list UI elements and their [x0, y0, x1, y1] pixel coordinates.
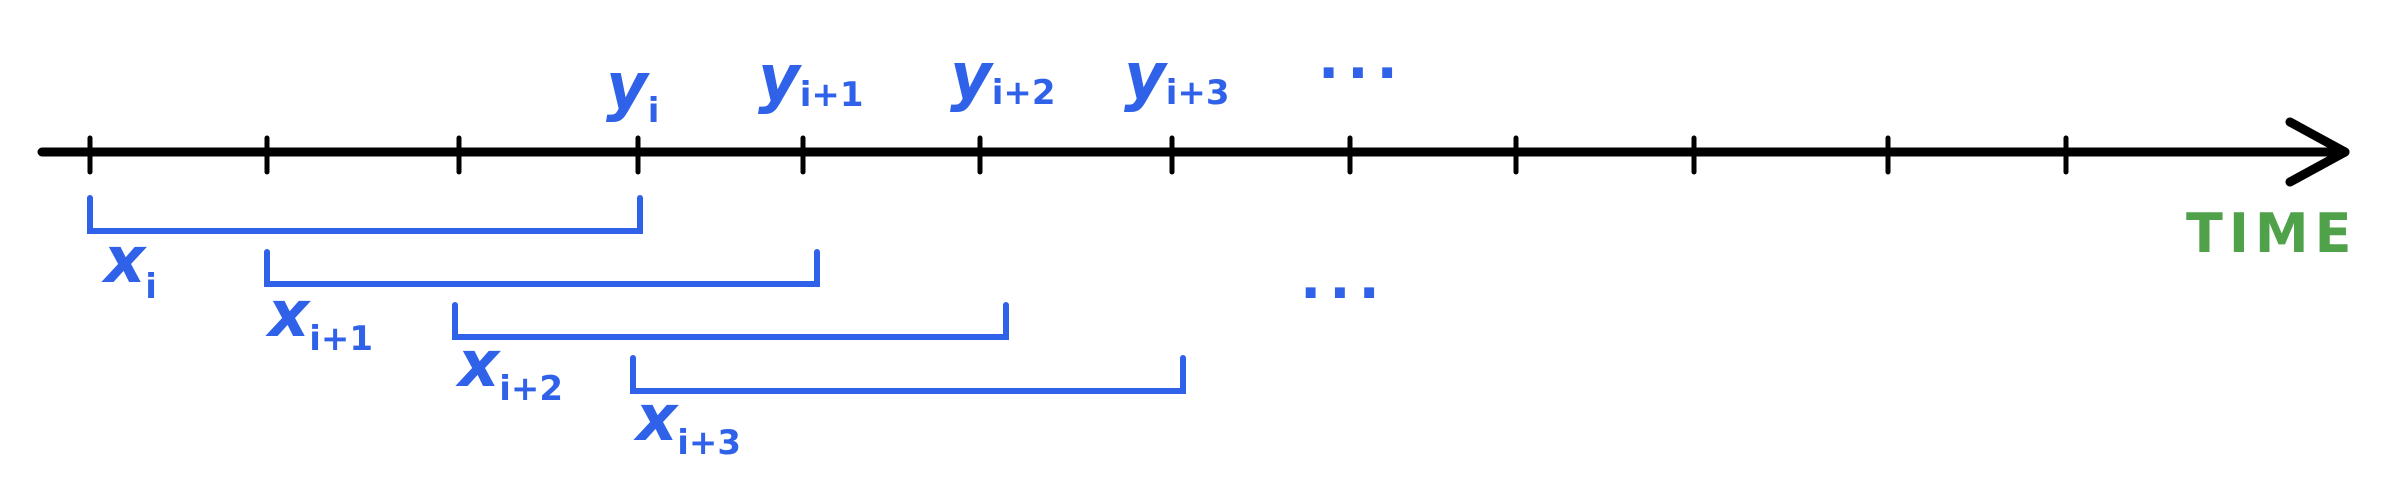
- time-axis-label: TIME: [2186, 202, 2358, 265]
- bracket-x-i-plus-1: [264, 249, 820, 287]
- x-label-i-plus-2: xi+2: [455, 328, 563, 409]
- x-label-i-plus-3: xi+3: [633, 382, 741, 463]
- x-label-i: xi: [101, 224, 157, 307]
- axis-arrowhead: [2285, 117, 2350, 187]
- time-axis: [37, 117, 2350, 187]
- bracket-x-i: [87, 195, 643, 234]
- x-ellipsis: ...: [1300, 247, 1388, 312]
- y-label-i-plus-1: yi+1: [758, 42, 864, 116]
- bracket-x-i-plus-2: [452, 302, 1009, 340]
- x-labels: xi xi+1 xi+2 xi+3 ...: [101, 224, 1388, 463]
- y-label-i: yi: [606, 50, 659, 131]
- y-label-i-plus-2: yi+2: [950, 40, 1056, 114]
- x-label-i-plus-1: xi+1: [265, 278, 373, 359]
- y-labels: yi yi+1 yi+2 yi+3 ...: [606, 27, 1406, 131]
- axis-ticks: [87, 135, 2069, 175]
- bracket-x-i-plus-3: [630, 355, 1186, 394]
- y-label-i-plus-3: yi+3: [1124, 40, 1230, 114]
- x-brackets: [87, 195, 1186, 394]
- y-ellipsis: ...: [1318, 27, 1406, 92]
